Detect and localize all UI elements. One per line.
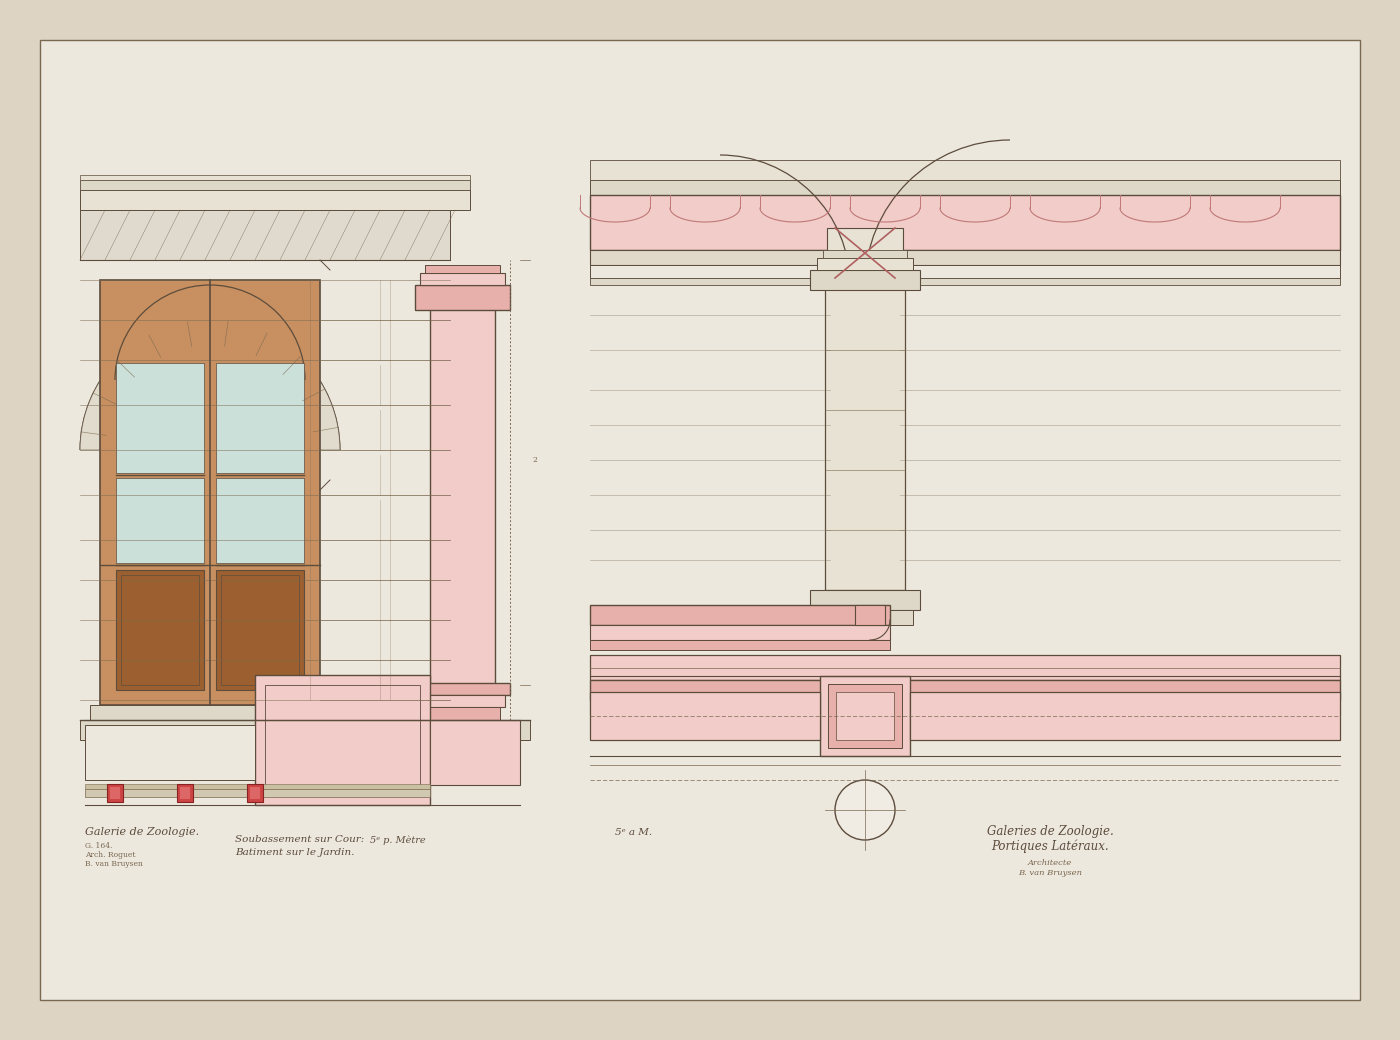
Bar	[589, 160, 1340, 180]
Bar	[589, 278, 1340, 285]
Bar	[589, 692, 820, 740]
Bar	[589, 250, 1340, 265]
Bar	[823, 250, 907, 258]
Bar	[265, 685, 420, 795]
Text: Arch. Roguet: Arch. Roguet	[85, 851, 136, 859]
Circle shape	[834, 780, 895, 840]
Bar	[589, 625, 890, 640]
Bar	[836, 692, 895, 740]
Bar	[818, 258, 913, 270]
Bar	[111, 787, 120, 799]
Bar	[176, 784, 193, 802]
Bar	[426, 265, 500, 272]
Bar	[80, 190, 470, 210]
Bar	[430, 295, 496, 685]
Bar	[255, 675, 430, 805]
Bar	[116, 363, 204, 473]
Text: G. 164.: G. 164.	[85, 842, 112, 850]
Bar	[85, 789, 430, 797]
Bar	[216, 363, 304, 473]
Bar	[811, 270, 920, 290]
Text: B. van Bruysen: B. van Bruysen	[1018, 869, 1082, 877]
Bar	[99, 280, 321, 705]
Bar	[426, 707, 500, 720]
Bar	[589, 180, 1340, 196]
Bar	[589, 605, 890, 625]
Bar	[855, 605, 885, 625]
Text: Architecte: Architecte	[1028, 859, 1072, 867]
Bar	[120, 575, 199, 685]
Bar	[251, 787, 260, 799]
Bar	[827, 684, 902, 748]
Text: Galerie de Zoologie.: Galerie de Zoologie.	[85, 827, 199, 837]
Bar	[910, 692, 1340, 740]
Bar	[589, 680, 1340, 700]
Bar	[116, 570, 204, 690]
Bar	[589, 265, 1340, 278]
Bar	[589, 160, 1340, 760]
Bar	[80, 260, 449, 720]
Bar	[818, 610, 913, 625]
Bar	[589, 655, 1340, 680]
Text: Soubassement sur Cour:
Batiment sur le Jardin.: Soubassement sur Cour: Batiment sur le J…	[235, 835, 364, 857]
Bar	[811, 590, 920, 610]
Bar	[414, 285, 510, 310]
Bar	[827, 228, 903, 278]
Text: 5ᵉ a M.: 5ᵉ a M.	[615, 828, 652, 837]
Bar	[80, 210, 449, 260]
Bar	[90, 705, 330, 725]
Bar	[181, 787, 190, 799]
Bar	[80, 720, 531, 740]
Bar	[216, 570, 304, 690]
Bar	[116, 478, 204, 563]
Bar	[414, 683, 510, 695]
Bar	[420, 272, 505, 285]
Polygon shape	[80, 320, 340, 450]
Text: 5ᵉ p. Mètre: 5ᵉ p. Mètre	[370, 835, 426, 844]
Bar	[589, 700, 1340, 716]
Bar	[216, 478, 304, 563]
Bar	[85, 725, 255, 780]
Bar	[420, 695, 505, 707]
Text: 2: 2	[532, 456, 536, 464]
Text: B. van Bruysen: B. van Bruysen	[85, 860, 143, 868]
Bar	[106, 784, 123, 802]
Bar	[85, 784, 430, 789]
Bar	[221, 575, 300, 685]
Bar	[80, 180, 470, 190]
Bar	[589, 640, 890, 650]
Text: Portiques Latéraux.: Portiques Latéraux.	[991, 839, 1109, 853]
Text: Galeries de Zoologie.: Galeries de Zoologie.	[987, 825, 1113, 838]
Bar	[246, 784, 263, 802]
Bar	[589, 196, 1340, 250]
Bar	[80, 175, 470, 180]
Bar	[825, 285, 904, 590]
Bar	[820, 676, 910, 756]
Bar	[430, 720, 519, 785]
